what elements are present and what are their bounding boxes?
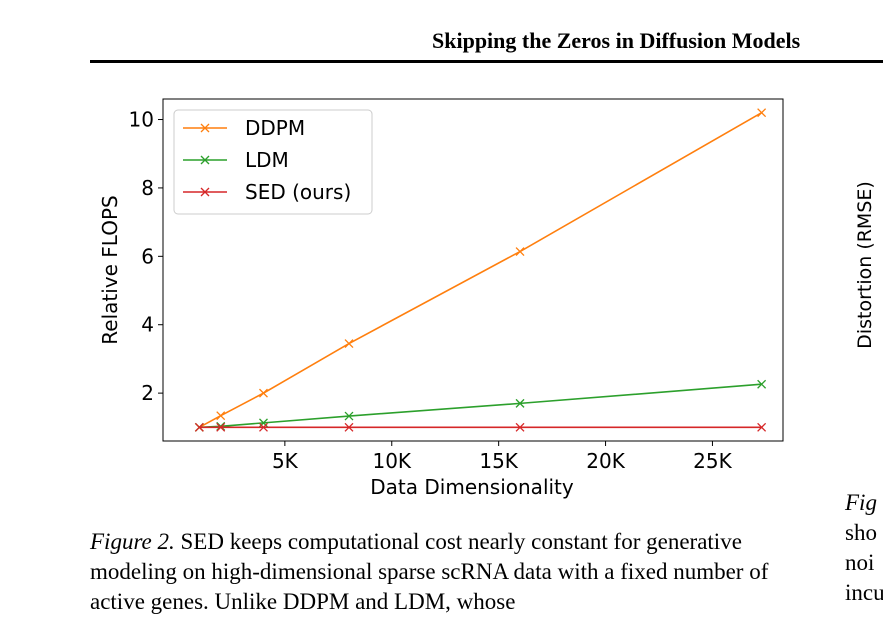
x-axis-label: Data Dimensionality [370,475,574,499]
right-column-caption: Fig sho noi incu [845,488,883,608]
data-point-ddpm [515,247,525,256]
right-caption-line: incu [845,580,883,605]
data-point-ddpm [259,388,268,398]
legend-marker-ldm [200,155,210,165]
data-point-ldm [757,379,767,389]
figure-caption: Figure 2. SED keeps computational cost n… [90,527,802,617]
legend: DDPM LDM SED (ours) [173,109,373,215]
y-tick-label: 8 [141,176,154,200]
series-layer [194,108,767,432]
series-line-ddpm [198,111,763,429]
y-tick-label: 10 [129,108,154,132]
legend-marker-ddpm [200,123,210,133]
figure-label: Figure 2. [90,529,175,554]
right-panel-ylabel: Distortion (RMSE) [854,181,876,349]
data-point-ddpm [216,411,226,421]
data-point-ddpm [344,339,354,348]
header-rule [90,60,883,63]
legend-label-ddpm: DDPM [245,116,305,140]
data-point-ldm [344,411,354,421]
data-point-ldm [515,398,525,408]
caption-text: SED keeps computational cost nearly cons… [90,529,769,614]
right-caption-line: noi [845,550,875,575]
legend-label-sed-ours: SED (ours) [245,180,351,204]
x-tick-label: 25K [693,449,732,473]
ticks: 5K 10K 15K 20K 25K 2 4 6 8 10 [129,108,733,473]
x-tick-label: 10K [372,449,411,473]
data-point-sed-ours [344,422,354,432]
running-header-title: Skipping the Zeros in Diffusion Models [432,28,801,53]
plot-frame [162,98,784,442]
legend-label-ldm: LDM [245,148,289,172]
x-tick-label: 20K [586,449,625,473]
flops-chart: DDPM LDM SED (ours) 5K 10K 15K 20K 25K 2 4 6 8 10 D… [98,98,876,499]
data-point-sed-ours [515,422,525,432]
right-caption-line: sho [845,520,877,545]
plot-area [162,98,784,442]
y-tick-label: 2 [141,381,154,405]
legend-marker-sed-ours [200,187,210,197]
legend-box [173,109,373,215]
y-tick-label: 6 [141,244,154,268]
data-point-sed-ours [194,422,204,432]
x-tick-label: 5K [272,449,299,473]
data-point-sed-ours [216,422,226,432]
data-point-sed-ours [757,422,767,432]
series-line-ldm [199,383,762,429]
x-tick-label: 15K [479,449,518,473]
y-axis-label: Relative FLOPS [98,195,122,344]
data-point-ddpm [757,108,767,118]
y-tick-label: 4 [141,313,154,337]
right-caption-start: Fig [845,490,877,515]
data-point-ldm [216,421,226,431]
data-point-sed-ours [259,422,268,432]
